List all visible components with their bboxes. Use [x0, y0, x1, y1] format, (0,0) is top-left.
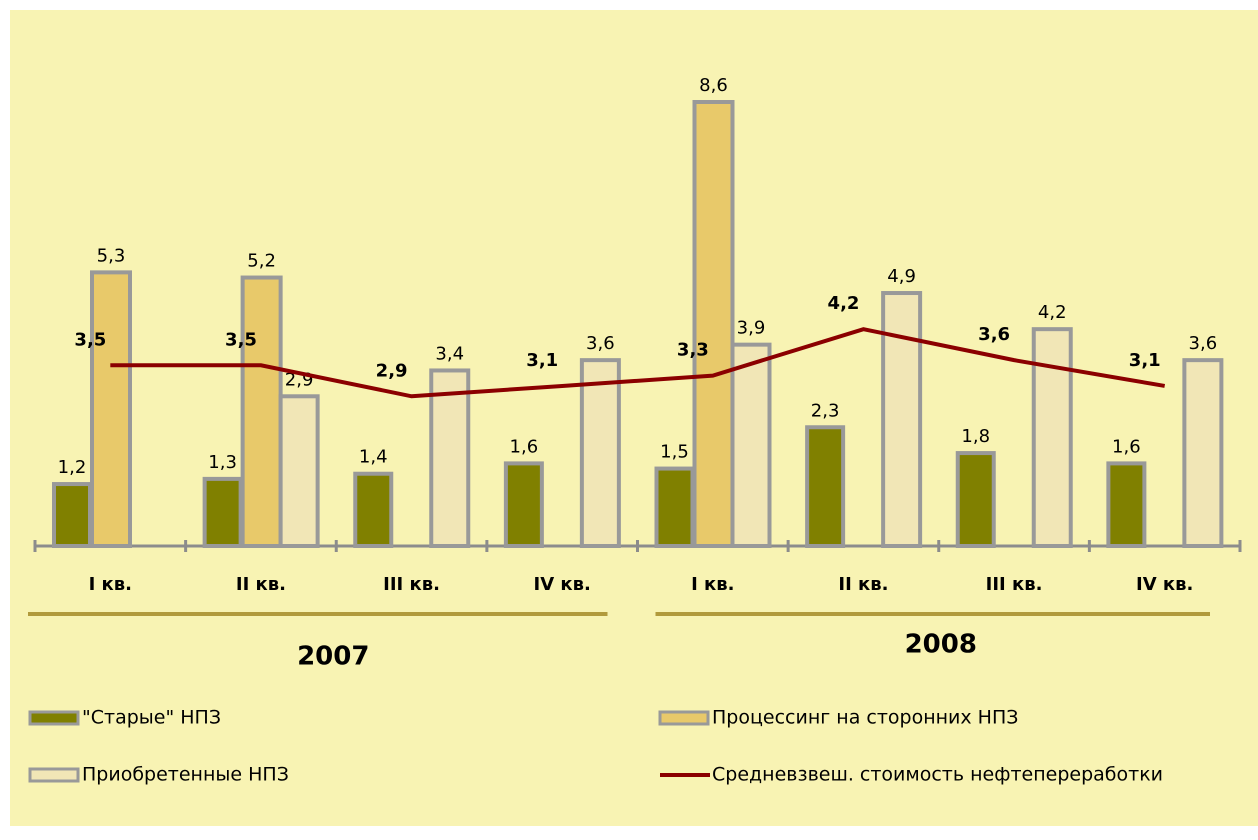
bar — [1031, 327, 1073, 548]
x-tick-label: III кв. — [383, 574, 440, 595]
bar — [278, 394, 320, 549]
bar — [429, 368, 471, 548]
group-label: 2008 — [905, 630, 977, 660]
bar — [202, 476, 243, 549]
bar — [654, 466, 695, 548]
bar — [503, 461, 544, 549]
bar — [692, 100, 735, 548]
line-label: 4,2 — [828, 293, 860, 314]
x-tick-label: III кв. — [986, 574, 1043, 595]
data-label: 8,6 — [699, 75, 728, 96]
x-tick-label: II кв. — [236, 574, 286, 595]
legend-label: "Старые" НПЗ — [82, 707, 221, 729]
legend-label: Процессинг на сторонних НПЗ — [712, 707, 1018, 729]
data-label: 3,4 — [435, 343, 464, 364]
data-label: 1,8 — [961, 426, 990, 447]
data-label: 1,4 — [359, 447, 388, 468]
legend-swatch — [658, 710, 710, 726]
x-tick-label: IV кв. — [534, 574, 591, 595]
data-label: 4,2 — [1038, 302, 1067, 323]
data-label: 3,9 — [737, 318, 766, 339]
bar — [1182, 358, 1224, 548]
bar — [90, 270, 132, 548]
data-label: 3,6 — [586, 333, 615, 354]
legend-label: Средневзвеш. стоимость нефтепереработки — [712, 764, 1163, 786]
data-label: 1,2 — [58, 457, 87, 478]
data-label: 1,6 — [510, 436, 539, 457]
x-tick-label: IV кв. — [1136, 574, 1193, 595]
x-tick-label: I кв. — [691, 574, 734, 595]
data-label: 4,9 — [887, 266, 916, 287]
x-tick-label: II кв. — [838, 574, 888, 595]
bar — [353, 471, 394, 548]
legend-swatch — [28, 710, 80, 726]
bar — [805, 425, 846, 549]
bar — [579, 358, 621, 548]
bar — [52, 482, 92, 548]
line-label: 3,3 — [677, 340, 709, 361]
bar — [955, 451, 996, 548]
legend-swatch — [28, 767, 80, 783]
line-label: 3,1 — [1129, 350, 1161, 371]
data-label: 2,3 — [811, 400, 840, 421]
bar — [881, 291, 923, 548]
line-label: 3,5 — [225, 329, 257, 350]
bar — [240, 275, 283, 548]
data-label: 1,3 — [208, 452, 237, 473]
data-label: 3,6 — [1189, 333, 1218, 354]
data-label: 5,3 — [97, 245, 126, 266]
legend-label: Приобретенные НПЗ — [82, 764, 289, 786]
line-label: 2,9 — [376, 360, 408, 381]
x-tick-label: I кв. — [89, 574, 132, 595]
line-label: 3,5 — [74, 329, 106, 350]
bar — [730, 342, 772, 548]
line — [110, 327, 1166, 399]
line-label: 3,6 — [978, 324, 1010, 345]
data-label: 1,5 — [660, 442, 689, 463]
group-label: 2007 — [297, 642, 369, 672]
data-label: 5,2 — [247, 251, 276, 272]
data-label: 1,6 — [1112, 436, 1141, 457]
bar — [1106, 461, 1147, 549]
line-label: 3,1 — [526, 350, 558, 371]
